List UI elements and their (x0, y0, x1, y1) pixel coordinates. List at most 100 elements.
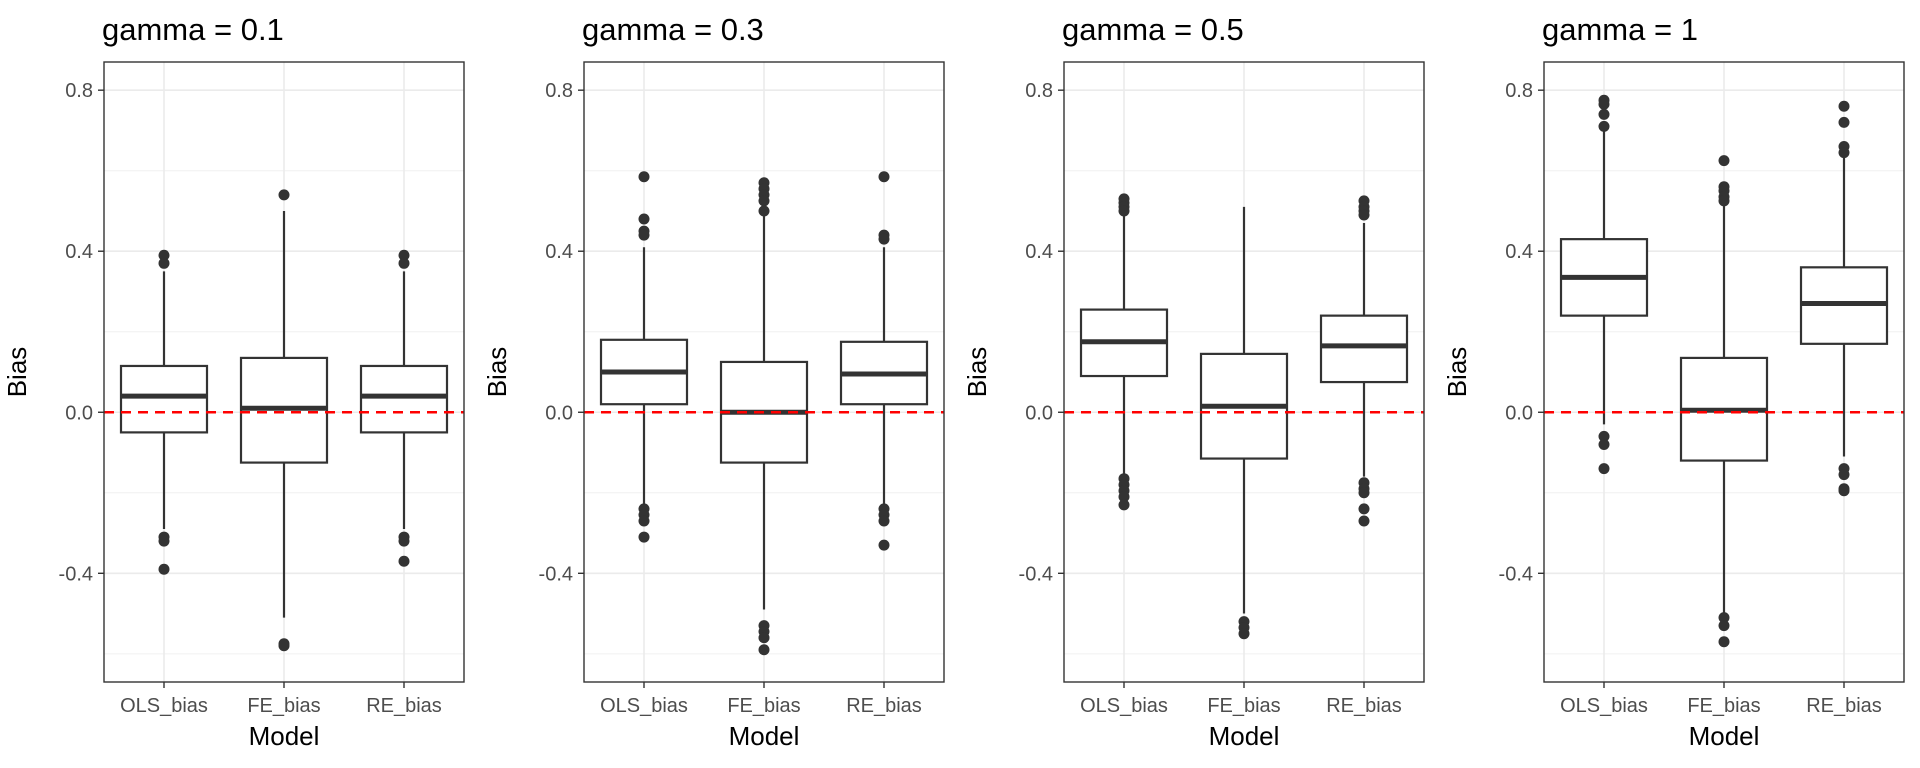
outlier-point (1598, 430, 1610, 442)
outlier-point (1358, 487, 1370, 499)
outlier-point (758, 195, 770, 207)
outlier-point (878, 515, 890, 527)
outlier-point (1598, 98, 1610, 110)
outlier-point (638, 229, 650, 241)
outlier-point (758, 644, 770, 656)
outlier-point (1838, 116, 1850, 128)
box-fe-bias (239, 189, 329, 652)
y-axis-title: Bias (482, 347, 512, 398)
facet-panel: -0.4 0.0 0.4 0.8 OLS_bias FE_bias RE_bias gamma… (962, 12, 1425, 751)
outlier-point (1838, 469, 1850, 481)
box-re-bias (1799, 100, 1889, 497)
y-tick-label: 0.8 (1505, 80, 1533, 102)
y-tick-label: 0.8 (545, 80, 573, 102)
iqr-box (1319, 314, 1409, 384)
outlier-point (878, 539, 890, 551)
x-tick-label: OLS_bias (1080, 695, 1168, 717)
y-tick-label: 0.8 (1025, 80, 1053, 102)
y-tick-label: 0.0 (545, 402, 573, 424)
outlier-point (1358, 209, 1370, 221)
outlier-point (398, 535, 410, 547)
outlier-point (1598, 463, 1610, 475)
outlier-point (278, 638, 290, 650)
box-ols-bias (1079, 193, 1169, 511)
y-tick-label: 0.4 (1505, 241, 1533, 263)
outlier-point (158, 249, 170, 261)
facet-panel: -0.4 0.0 0.4 0.8 OLS_bias FE_bias RE_bias gamma… (1442, 12, 1905, 751)
outlier-point (1358, 515, 1370, 527)
x-axis-title: Model (249, 721, 320, 751)
y-tick-label: -0.4 (1019, 563, 1053, 585)
y-axis-title: Bias (2, 347, 32, 398)
outlier-point (638, 531, 650, 543)
facet-title: gamma = 0.5 (1062, 12, 1244, 47)
outlier-point (758, 205, 770, 217)
outlier-point (1718, 155, 1730, 167)
outlier-point (1718, 195, 1730, 207)
y-axis-title: Bias (962, 347, 992, 398)
facet-title: gamma = 0.3 (582, 12, 764, 47)
outlier-point (878, 171, 890, 183)
y-tick-label: 0.4 (545, 241, 573, 263)
outlier-point (1598, 438, 1610, 450)
x-tick-label: FE_bias (727, 695, 800, 717)
box-fe-bias (1199, 206, 1289, 640)
x-tick-label: RE_bias (1806, 695, 1882, 717)
outlier-point (1238, 628, 1250, 640)
x-axis-title: Model (1209, 721, 1280, 751)
outlier-point (398, 257, 410, 269)
outlier-point (1358, 503, 1370, 515)
y-tick-label: -0.4 (1499, 563, 1533, 585)
outlier-point (758, 632, 770, 644)
outlier-point (1598, 108, 1610, 120)
outlier-point (1118, 499, 1130, 511)
y-tick-label: 0.0 (65, 402, 93, 424)
box-ols-bias (119, 249, 209, 575)
iqr-box (119, 364, 209, 434)
outlier-point (1838, 485, 1850, 497)
facet-panel: -0.4 0.0 0.4 0.8 OLS_bias FE_bias RE_bias gamma… (2, 12, 465, 751)
x-tick-label: RE_bias (1326, 695, 1402, 717)
x-tick-label: RE_bias (846, 695, 922, 717)
box-re-bias (839, 171, 929, 551)
facet-panel: -0.4 0.0 0.4 0.8 OLS_bias FE_bias RE_bias gamma… (482, 12, 945, 751)
box-fe-bias (1679, 155, 1769, 648)
box-ols-bias (1559, 94, 1649, 475)
box-ols-bias (599, 171, 689, 543)
outlier-point (158, 563, 170, 575)
y-tick-label: 0.4 (65, 241, 93, 263)
facet-title: gamma = 0.1 (102, 12, 284, 47)
facet-title: gamma = 1 (1542, 12, 1698, 47)
x-axis-title: Model (1689, 721, 1760, 751)
y-tick-label: 0.8 (65, 80, 93, 102)
x-tick-label: FE_bias (247, 695, 320, 717)
outlier-point (398, 555, 410, 567)
outlier-point (878, 233, 890, 245)
outlier-point (1718, 636, 1730, 648)
iqr-box (359, 364, 449, 434)
y-axis-title: Bias (1442, 347, 1472, 398)
x-tick-label: FE_bias (1687, 695, 1760, 717)
outlier-point (638, 515, 650, 527)
x-tick-label: OLS_bias (600, 695, 688, 717)
y-tick-label: -0.4 (59, 563, 93, 585)
box-re-bias (1319, 195, 1409, 527)
x-axis-title: Model (729, 721, 800, 751)
outlier-point (1598, 120, 1610, 132)
outlier-point (638, 171, 650, 183)
x-tick-label: FE_bias (1207, 695, 1280, 717)
outlier-point (158, 535, 170, 547)
x-tick-label: RE_bias (366, 695, 442, 717)
y-tick-label: 0.0 (1025, 402, 1053, 424)
y-tick-label: 0.0 (1505, 402, 1533, 424)
outlier-point (398, 249, 410, 261)
outlier-point (1718, 612, 1730, 624)
y-tick-label: -0.4 (539, 563, 573, 585)
outlier-point (1838, 100, 1850, 112)
outlier-point (638, 213, 650, 225)
outlier-point (1118, 491, 1130, 503)
x-tick-label: OLS_bias (1560, 695, 1648, 717)
x-tick-label: OLS_bias (120, 695, 208, 717)
outlier-point (278, 189, 290, 201)
